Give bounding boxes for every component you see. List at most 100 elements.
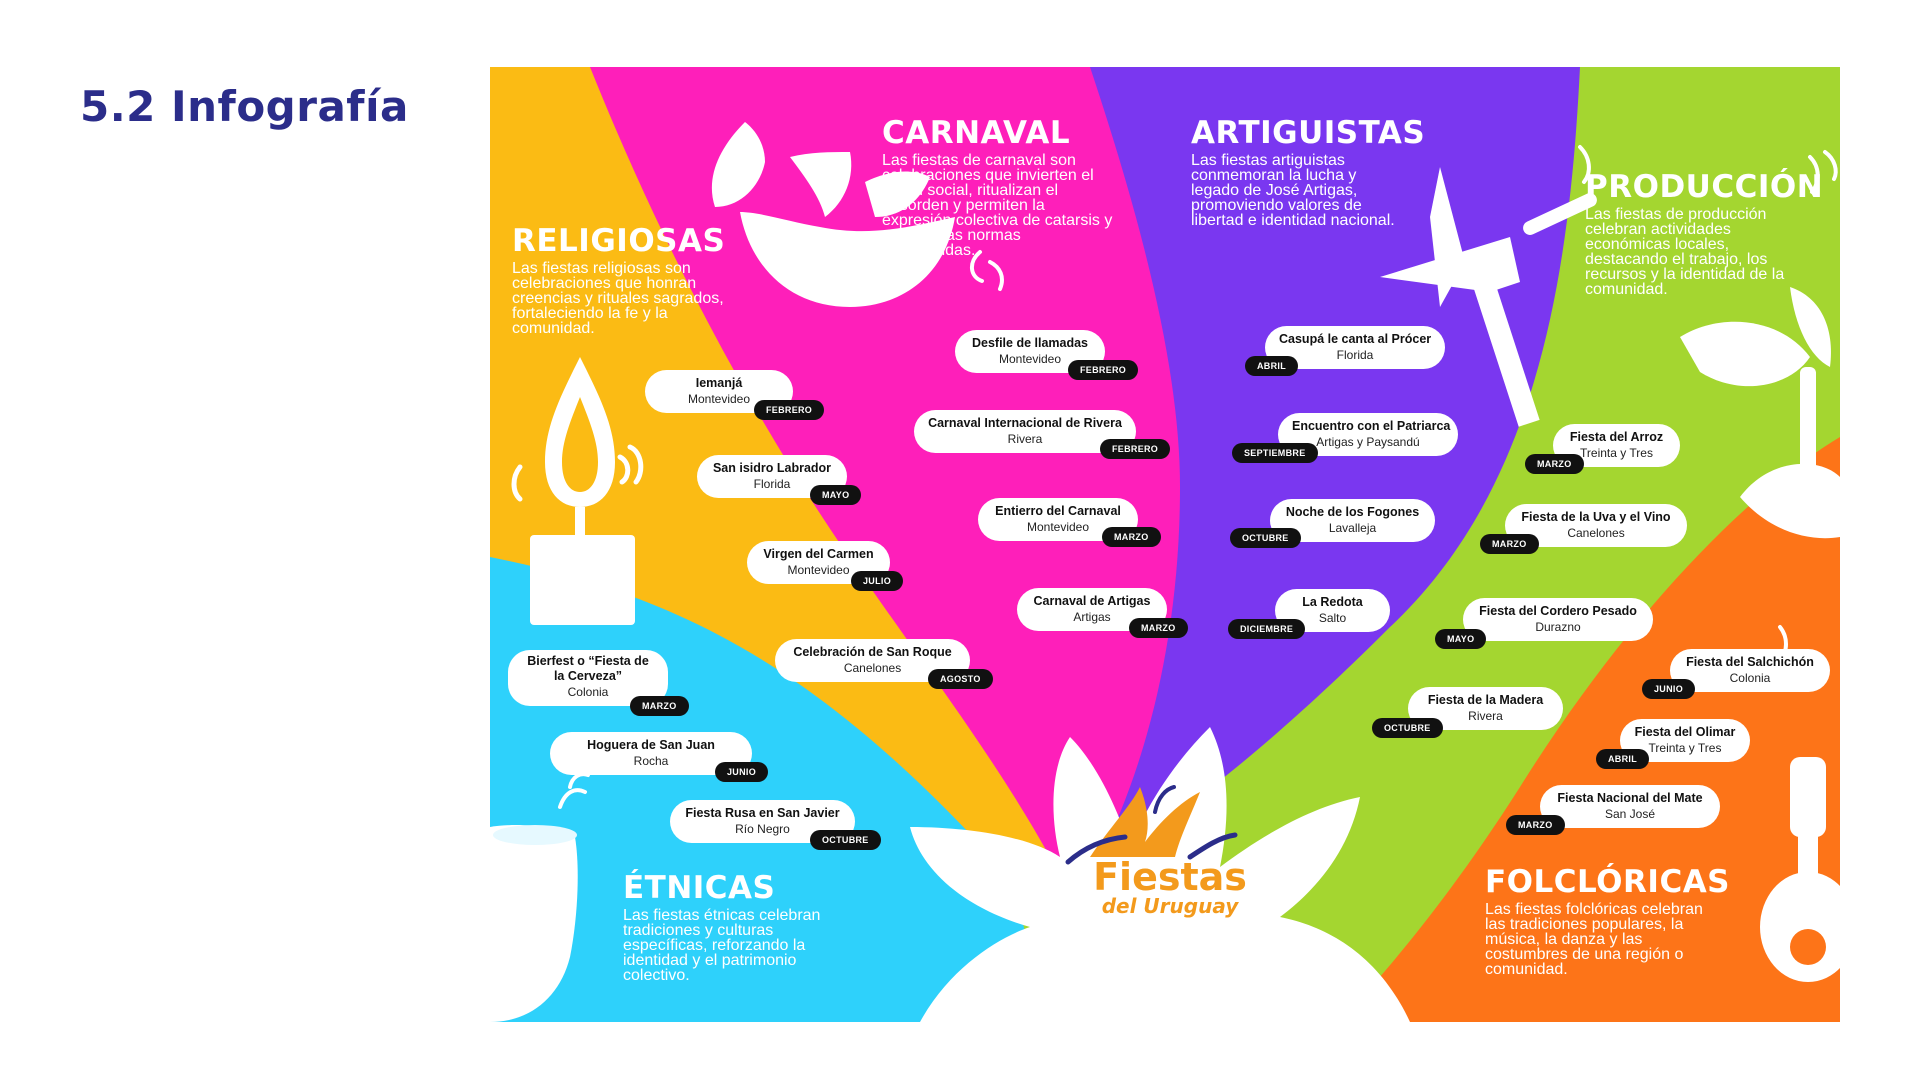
event-place: Colonia — [567, 685, 609, 699]
month-badge: MARZO — [1480, 534, 1539, 554]
month-badge: JUNIO — [715, 762, 769, 782]
folcloricas-desc: Las fiestas folclóricas celebran las tra… — [1485, 901, 1703, 978]
folcloricas-title: FOLCLÓRICAS — [1485, 864, 1731, 900]
event-place: Durazno — [1535, 620, 1581, 634]
event-card[interactable]: Fiesta de la Madera Rivera — [1408, 687, 1563, 730]
event-name: Carnaval Internacional de Rivera — [928, 416, 1122, 430]
month-badge: MAYO — [810, 485, 862, 505]
page-title: 5.2 Infografía — [80, 82, 409, 131]
month-badge: MARZO — [1102, 527, 1161, 547]
etnicas-block: ÉTNICAS Las fiestas étnicas celebran tra… — [623, 870, 853, 984]
artiguistas-desc: Las fiestas artiguistas conmemoran la lu… — [1191, 152, 1395, 229]
month-badge: AGOSTO — [928, 669, 993, 689]
event-place: Treinta y Tres — [1648, 741, 1722, 755]
month-badge: DICIEMBRE — [1228, 619, 1306, 639]
logo-sun-icon — [1065, 785, 1238, 865]
event-name: Noche de los Fogones — [1285, 505, 1420, 519]
month-badge: OCTUBRE — [810, 830, 881, 850]
event-place: Río Negro — [735, 822, 790, 836]
month-badge: FEBRERO — [1068, 360, 1139, 380]
logo-line1: Fiestas — [1093, 855, 1247, 899]
etnicas-desc: Las fiestas étnicas celebran tradiciones… — [623, 907, 821, 984]
month-badge: MARZO — [1525, 454, 1584, 474]
artiguistas-block: ARTIGUISTAS Las fiestas artiguistas conm… — [1191, 115, 1426, 229]
month-badge: JUNIO — [1642, 679, 1696, 699]
mask-icon — [711, 122, 1004, 307]
event-name: La Redota — [1302, 595, 1363, 609]
religiosas-block: RELIGIOSAS Las fiestas religiosas son ce… — [512, 223, 737, 337]
event-name: Fiesta del Olimar — [1634, 725, 1736, 739]
logo-line2: del Uruguay — [1101, 894, 1239, 918]
event-name: Fiesta del Salchichón — [1686, 655, 1814, 669]
event-name: Fiesta del Cordero Pesado — [1479, 604, 1637, 618]
event-place: Montevideo — [787, 563, 850, 577]
infographic: RELIGIOSAS Las fiestas religiosas son ce… — [490, 67, 1840, 1022]
event-place: Artigas y Paysandú — [1316, 435, 1420, 449]
event-card[interactable]: Fiesta del Olimar Treinta y Tres — [1620, 719, 1750, 762]
month-badge: ABRIL — [1245, 356, 1298, 376]
event-name: Fiesta de la Uva y el Vino — [1521, 510, 1671, 524]
event-name: Casupá le canta al Prócer — [1279, 332, 1432, 346]
event-card[interactable]: Carnaval Internacional de Rivera Rivera — [914, 410, 1136, 453]
event-name: Iemanjá — [695, 376, 743, 390]
religiosas-title: RELIGIOSAS — [512, 223, 726, 259]
event-place: Canelones — [1567, 526, 1625, 540]
month-badge: MARZO — [1506, 815, 1565, 835]
event-name: Hoguera de San Juan — [587, 738, 715, 752]
produccion-title: PRODUCCIÓN — [1585, 169, 1824, 205]
event-card[interactable]: Fiesta del Salchichón Colonia — [1670, 649, 1830, 692]
religiosas-desc: Las fiestas religiosas son celebraciones… — [512, 260, 724, 337]
event-place: Montevideo — [687, 392, 751, 406]
month-badge: FEBRERO — [754, 400, 825, 420]
event-place: Florida — [1336, 348, 1374, 362]
month-badge: MARZO — [1129, 618, 1188, 638]
guitar-icon — [1760, 625, 1840, 982]
sprout-icon — [1680, 150, 1840, 539]
candle-icon — [511, 357, 644, 625]
folcloricas-block: FOLCLÓRICAS Las fiestas folclóricas cele… — [1485, 864, 1731, 978]
carnaval-block: CARNAVAL Las fiestas de carnaval son cel… — [882, 115, 1114, 259]
event-name: Virgen del Carmen — [763, 547, 874, 561]
event-name: Fiesta del Arroz — [1569, 430, 1664, 444]
month-badge: OCTUBRE — [1372, 718, 1443, 738]
event-place: Canelones — [843, 661, 902, 675]
month-badge: JULIO — [851, 571, 904, 591]
event-place: Treinta y Tres — [1580, 446, 1653, 460]
event-name: Carnaval de Artigas — [1033, 594, 1151, 608]
month-badge: SEPTIEMBRE — [1232, 443, 1318, 463]
month-badge: FEBRERO — [1100, 439, 1171, 459]
artiguistas-title: ARTIGUISTAS — [1191, 115, 1426, 151]
event-card[interactable]: Fiesta Nacional del Mate San José — [1540, 785, 1720, 828]
event-name: Fiesta de la Madera — [1427, 693, 1544, 707]
month-badge: OCTUBRE — [1230, 528, 1301, 548]
event-card[interactable]: Carnaval de Artigas Artigas — [1017, 588, 1167, 631]
center-splash — [910, 727, 1410, 1022]
event-name: Encuentro con el Patriarca — [1292, 419, 1451, 433]
event-place: Rocha — [633, 754, 669, 768]
month-badge: MARZO — [630, 696, 689, 716]
logo: Fiestas del Uruguay — [1080, 857, 1260, 917]
event-card[interactable]: Fiesta del Cordero Pesado Durazno — [1463, 598, 1653, 641]
event-name: Celebración de San Roque — [793, 645, 952, 659]
event-place: Colonia — [1729, 671, 1771, 685]
produccion-block: PRODUCCIÓN Las fiestas de producción cel… — [1585, 169, 1824, 298]
event-name: Fiesta Nacional del Mate — [1557, 791, 1703, 805]
event-place: Montevideo — [1026, 520, 1090, 534]
event-place: Rivera — [1468, 709, 1503, 723]
event-place: San José — [1604, 807, 1656, 821]
spear-icon — [1380, 145, 1597, 427]
carnaval-title: CARNAVAL — [882, 115, 1071, 151]
carnaval-desc: Las fiestas de carnaval son celebracione… — [882, 152, 1113, 259]
event-name: Entierro del Carnaval — [995, 504, 1121, 518]
etnicas-title: ÉTNICAS — [623, 870, 776, 906]
event-name: Bierfest o “Fiesta de la Cerveza” — [527, 654, 649, 683]
event-place: Rivera — [1007, 432, 1043, 446]
event-place: Montevideo — [998, 352, 1062, 366]
event-place: Artigas — [1073, 610, 1111, 624]
event-place: Florida — [753, 477, 791, 491]
event-name: Desfile de llamadas — [971, 336, 1089, 350]
event-name: Fiesta Rusa en San Javier — [685, 806, 840, 820]
event-place: Lavalleja — [1328, 521, 1377, 535]
month-badge: MAYO — [1435, 629, 1487, 649]
folcloricas-sector — [1340, 437, 1840, 1022]
